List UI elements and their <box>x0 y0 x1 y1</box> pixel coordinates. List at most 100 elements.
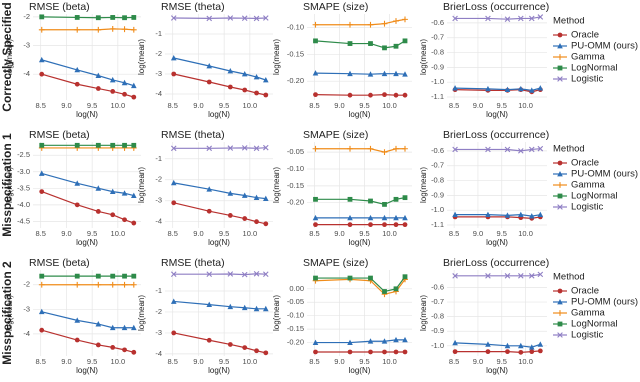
x-axis-label: log(N) <box>208 110 230 119</box>
series-line <box>455 273 541 277</box>
x-tick-label: 9.5 <box>87 229 97 238</box>
point <box>381 20 388 27</box>
y-axis-label: log(mean) <box>419 167 428 203</box>
point <box>402 16 408 23</box>
x-tick-label: 9.5 <box>219 101 229 110</box>
series-line <box>315 339 405 344</box>
legend-label: Oracle <box>571 30 599 41</box>
panel-title: RMSE (beta) <box>29 1 90 13</box>
point <box>313 196 318 202</box>
y-tick-label: -1.0 <box>431 341 444 350</box>
legend-label: PU-OMM (ours) <box>571 41 638 52</box>
point <box>381 338 388 344</box>
x-tick-label: 8.5 <box>309 357 319 366</box>
legend-label: Oracle <box>571 286 599 297</box>
row-label: Correctly Specified <box>0 2 14 111</box>
point <box>263 92 269 98</box>
point <box>402 195 408 201</box>
y-tick-label: -0.15 <box>287 181 304 190</box>
point <box>110 345 116 350</box>
point <box>74 281 81 288</box>
point <box>504 146 511 153</box>
point <box>368 41 373 46</box>
point <box>242 216 248 221</box>
legend-marker <box>557 321 563 327</box>
point <box>347 349 353 355</box>
legend-label: Logistic <box>571 74 603 85</box>
series-line <box>315 148 405 153</box>
point <box>38 26 45 33</box>
point <box>347 145 353 152</box>
series-line <box>41 311 134 329</box>
panel-title: RMSE (theta) <box>161 129 225 141</box>
point <box>393 18 399 24</box>
point <box>528 87 535 93</box>
row-label: Misspecification 1 <box>0 133 14 237</box>
y-tick-label: -3.0 <box>17 167 30 176</box>
x-axis-label: log(N) <box>486 238 508 247</box>
y-tick-label: -1 <box>155 286 162 295</box>
point <box>122 15 127 21</box>
point <box>347 196 353 202</box>
point <box>528 344 535 350</box>
point <box>518 349 524 355</box>
point <box>206 79 212 85</box>
point <box>95 281 102 288</box>
y-tick-label: -0.10 <box>287 22 304 31</box>
point <box>110 89 116 94</box>
point <box>263 350 269 356</box>
y-tick-label: -4 <box>155 349 162 358</box>
legend-marker <box>557 299 563 305</box>
point <box>74 66 81 73</box>
y-tick-label: -0.9 <box>431 326 444 335</box>
point <box>347 339 353 345</box>
point <box>368 222 373 228</box>
series-line <box>315 18 406 26</box>
y-axis-label: log(mean) <box>5 167 14 203</box>
x-tick-label: 8.5 <box>309 101 319 110</box>
y-tick-label: -4 <box>155 217 162 226</box>
legend-label: PU-OMM (ours) <box>571 297 638 308</box>
point <box>537 271 544 278</box>
series-line <box>173 300 266 310</box>
point <box>381 70 388 77</box>
series-line <box>455 16 541 20</box>
y-tick-label: -0.9 <box>431 190 444 199</box>
point <box>529 349 535 355</box>
point <box>382 349 387 355</box>
point <box>263 271 269 277</box>
x-tick-label: 8.5 <box>449 101 459 110</box>
x-tick-label: 10.0 <box>518 357 533 366</box>
panel-title: RMSE (theta) <box>161 1 225 13</box>
legend-marker <box>557 160 563 166</box>
y-tick-label: -2 <box>155 49 162 58</box>
point <box>227 213 233 218</box>
point <box>254 348 259 354</box>
point <box>368 198 373 204</box>
legend-marker <box>557 65 563 71</box>
y-tick-label: -0.05 <box>287 297 304 306</box>
point <box>537 211 544 218</box>
x-tick-label: 8.5 <box>167 101 177 110</box>
point <box>347 222 353 228</box>
point <box>253 305 260 312</box>
point <box>74 26 81 33</box>
row-label: Misspecification 2 <box>0 261 14 365</box>
point <box>110 15 116 20</box>
point <box>170 55 177 61</box>
x-tick-label: 9.0 <box>334 229 344 238</box>
point <box>381 214 388 221</box>
point <box>121 79 128 86</box>
point <box>505 349 510 355</box>
point <box>504 16 511 22</box>
y-tick-label: -4 <box>23 69 30 78</box>
x-tick-label: 8.5 <box>35 229 45 238</box>
point <box>39 14 45 20</box>
point <box>241 271 248 278</box>
point <box>313 222 318 228</box>
series-line <box>41 28 134 31</box>
y-tick-label: -1.0 <box>431 77 444 86</box>
x-axis-label: log(N) <box>76 110 98 119</box>
point <box>402 274 408 280</box>
panel-title: BrierLoss (occurrence) <box>443 1 549 13</box>
